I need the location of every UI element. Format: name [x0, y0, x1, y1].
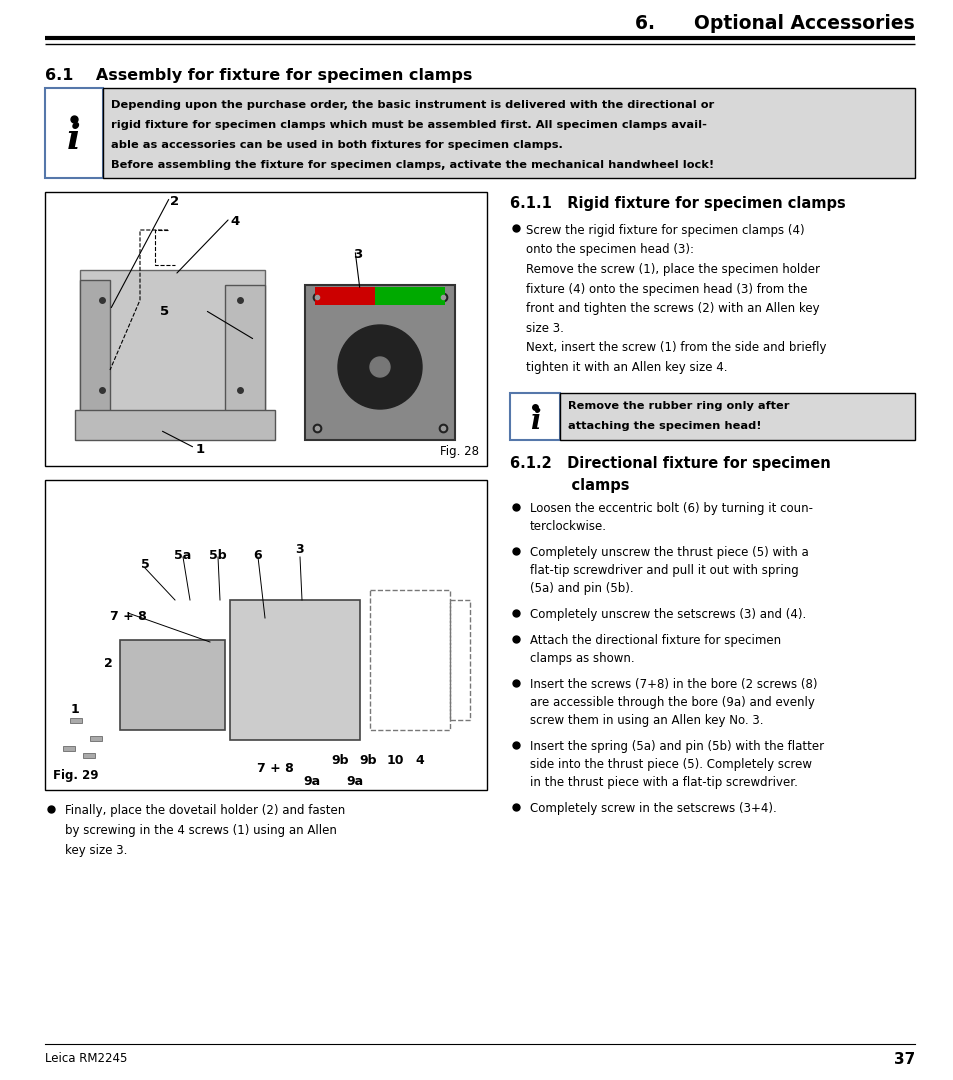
- Text: in the thrust piece with a flat-tip screwdriver.: in the thrust piece with a flat-tip scre…: [530, 777, 797, 789]
- Bar: [103, 87, 914, 178]
- Text: by screwing in the 4 screws (1) using an Allen: by screwing in the 4 screws (1) using an…: [65, 824, 336, 837]
- Text: Before assembling the fixture for specimen clamps, activate the mechanical handw: Before assembling the fixture for specim…: [111, 160, 714, 170]
- Text: Fig. 29: Fig. 29: [53, 769, 98, 782]
- Text: 1: 1: [195, 443, 204, 456]
- Text: are accessible through the bore (9a) and evenly: are accessible through the bore (9a) and…: [530, 696, 814, 708]
- Text: 6.1    Assembly for fixture for specimen clamps: 6.1 Assembly for fixture for specimen cl…: [45, 68, 472, 83]
- Text: 9b: 9b: [331, 754, 349, 767]
- Bar: [370, 590, 450, 730]
- Text: 5b: 5b: [209, 549, 227, 562]
- Text: front and tighten the screws (2) with an Allen key: front and tighten the screws (2) with an…: [525, 302, 819, 315]
- Circle shape: [337, 325, 421, 409]
- Text: attaching the specimen head!: attaching the specimen head!: [567, 421, 760, 431]
- Text: 9a: 9a: [303, 775, 320, 788]
- Bar: [230, 600, 359, 740]
- Bar: [314, 287, 375, 305]
- Bar: [45, 480, 486, 789]
- Bar: [75, 410, 274, 440]
- Text: clamps as shown.: clamps as shown.: [530, 652, 634, 665]
- Bar: [559, 393, 914, 440]
- Text: 6.1.2   Directional fixture for specimen: 6.1.2 Directional fixture for specimen: [510, 456, 830, 471]
- Text: terclockwise.: terclockwise.: [530, 519, 606, 534]
- Bar: [80, 270, 265, 430]
- Text: rigid fixture for specimen clamps which must be assembled first. All specimen cl: rigid fixture for specimen clamps which …: [111, 120, 706, 130]
- Text: 7 + 8: 7 + 8: [110, 610, 146, 623]
- Bar: [90, 735, 102, 741]
- Text: 6.1.1   Rigid fixture for specimen clamps: 6.1.1 Rigid fixture for specimen clamps: [510, 195, 845, 211]
- Text: 9b: 9b: [359, 754, 376, 767]
- Bar: [83, 753, 95, 758]
- Text: 10: 10: [386, 754, 403, 767]
- Text: fixture (4) onto the specimen head (3) from the: fixture (4) onto the specimen head (3) f…: [525, 283, 806, 296]
- Text: 4: 4: [230, 215, 239, 228]
- Bar: [63, 746, 75, 751]
- Text: 3: 3: [353, 248, 362, 261]
- Text: 5: 5: [160, 305, 170, 318]
- Text: Insert the screws (7+8) in the bore (2 screws (8): Insert the screws (7+8) in the bore (2 s…: [530, 678, 817, 691]
- Text: 7 + 8: 7 + 8: [256, 762, 294, 775]
- Text: Remove the screw (1), place the specimen holder: Remove the screw (1), place the specimen…: [525, 264, 820, 276]
- Text: i: i: [529, 408, 539, 435]
- Text: Next, insert the screw (1) from the side and briefly: Next, insert the screw (1) from the side…: [525, 341, 825, 354]
- Text: side into the thrust piece (5). Completely screw: side into the thrust piece (5). Complete…: [530, 758, 811, 771]
- Circle shape: [370, 357, 390, 377]
- Bar: [450, 600, 470, 720]
- Text: Completely unscrew the thrust piece (5) with a: Completely unscrew the thrust piece (5) …: [530, 546, 808, 559]
- Text: clamps: clamps: [510, 478, 629, 492]
- Text: able as accessories can be used in both fixtures for specimen clamps.: able as accessories can be used in both …: [111, 140, 562, 150]
- Text: 2: 2: [104, 657, 112, 670]
- Text: Depending upon the purchase order, the basic instrument is delivered with the di: Depending upon the purchase order, the b…: [111, 100, 714, 110]
- Bar: [120, 640, 225, 730]
- Text: Completely unscrew the setscrews (3) and (4).: Completely unscrew the setscrews (3) and…: [530, 608, 805, 621]
- Text: 2: 2: [171, 195, 179, 208]
- Text: 4: 4: [416, 754, 424, 767]
- Text: Screw the rigid fixture for specimen clamps (4): Screw the rigid fixture for specimen cla…: [525, 224, 803, 237]
- Bar: [70, 718, 82, 723]
- Text: screw them in using an Allen key No. 3.: screw them in using an Allen key No. 3.: [530, 714, 762, 727]
- Text: 37: 37: [893, 1052, 914, 1067]
- Text: Leica RM2245: Leica RM2245: [45, 1052, 128, 1065]
- Text: 6.      Optional Accessories: 6. Optional Accessories: [635, 14, 914, 33]
- Bar: [225, 285, 265, 415]
- Text: 9a: 9a: [346, 775, 363, 788]
- Text: Insert the spring (5a) and pin (5b) with the flatter: Insert the spring (5a) and pin (5b) with…: [530, 740, 823, 753]
- Text: tighten it with an Allen key size 4.: tighten it with an Allen key size 4.: [525, 361, 727, 374]
- Bar: [375, 287, 444, 305]
- Text: 3: 3: [295, 543, 304, 556]
- Text: Attach the directional fixture for specimen: Attach the directional fixture for speci…: [530, 634, 781, 647]
- Text: Fig. 28: Fig. 28: [439, 445, 478, 458]
- Text: flat-tip screwdriver and pull it out with spring: flat-tip screwdriver and pull it out wit…: [530, 564, 798, 577]
- Text: Completely screw in the setscrews (3+4).: Completely screw in the setscrews (3+4).: [530, 802, 776, 815]
- Text: 5a: 5a: [174, 549, 192, 562]
- Bar: [510, 393, 559, 440]
- Bar: [305, 285, 455, 440]
- Text: Remove the rubber ring only after: Remove the rubber ring only after: [567, 401, 789, 411]
- Text: Loosen the eccentric bolt (6) by turning it coun-: Loosen the eccentric bolt (6) by turning…: [530, 502, 812, 515]
- Text: 1: 1: [71, 703, 79, 716]
- Text: Finally, place the dovetail holder (2) and fasten: Finally, place the dovetail holder (2) a…: [65, 804, 345, 816]
- Text: size 3.: size 3.: [525, 322, 563, 335]
- Bar: [80, 280, 110, 420]
- Text: 6: 6: [253, 549, 262, 562]
- Text: key size 3.: key size 3.: [65, 843, 128, 858]
- Text: onto the specimen head (3):: onto the specimen head (3):: [525, 243, 693, 256]
- Text: 5: 5: [140, 558, 150, 571]
- Text: i: i: [67, 122, 81, 156]
- Text: (5a) and pin (5b).: (5a) and pin (5b).: [530, 582, 633, 595]
- Bar: [45, 87, 103, 178]
- Bar: [45, 192, 486, 465]
